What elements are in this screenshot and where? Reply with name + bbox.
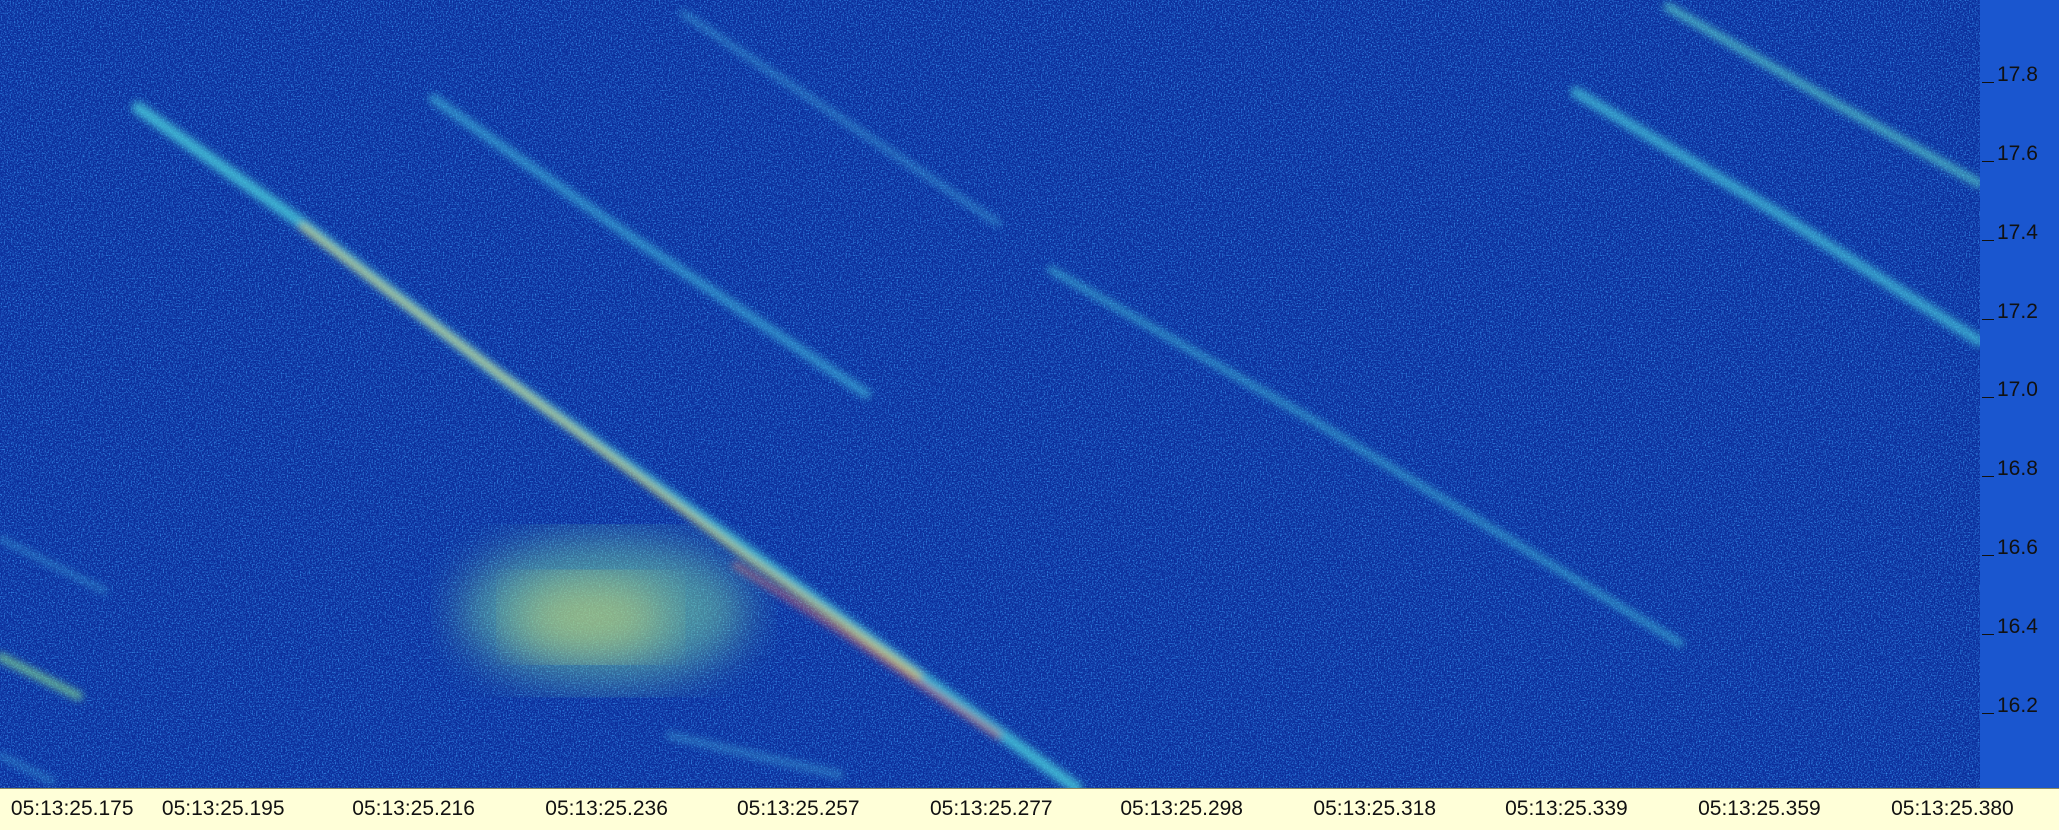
- y-tick-label: 16.6: [1982, 536, 2038, 560]
- y-tick-label: 17.8: [1982, 63, 2038, 87]
- y-tick-label: 16.4: [1982, 615, 2038, 639]
- y-tick-label: 16.8: [1982, 457, 2038, 481]
- x-tick-label: 05:13:25.236: [545, 797, 668, 820]
- x-tick-label: 05:13:25.380: [1891, 797, 2014, 820]
- x-tick-label: 05:13:25.339: [1505, 797, 1628, 820]
- noise: [0, 0, 1980, 788]
- x-tick-label: 05:13:25.298: [1120, 797, 1243, 820]
- x-tick-label: 05:13:25.257: [736, 797, 860, 820]
- time-axis: 05:13:25.175 05:13:25.195 05:13:25.216 05:1…: [0, 788, 2059, 830]
- y-tick-label: 17.0: [1982, 378, 2038, 402]
- streaks: [0, 2, 1980, 788]
- spectrogram: [0, 0, 1980, 788]
- y-tick-label: 17.2: [1982, 300, 2038, 324]
- x-tick-label: 05:13:25.175: [10, 797, 134, 820]
- blob-core: [512, 577, 670, 657]
- x-tick-label: 05:13:25.216: [352, 797, 475, 820]
- frequency-axis: 17.8 17.6 17.4 17.2 17.0 16.8 16.6 16.4 16.2: [1980, 0, 2059, 788]
- x-tick-label: 05:13:25.359: [1698, 797, 1821, 820]
- x-tick-label: 05:13:25.277: [930, 797, 1053, 820]
- y-tick-label: 17.4: [1982, 221, 2038, 245]
- y-tick-label: 17.6: [1982, 142, 2038, 166]
- y-tick-label: 16.2: [1982, 694, 2038, 718]
- x-tick-label: 05:13:25.318: [1313, 797, 1437, 820]
- x-tick-label: 05:13:25.195: [161, 797, 285, 820]
